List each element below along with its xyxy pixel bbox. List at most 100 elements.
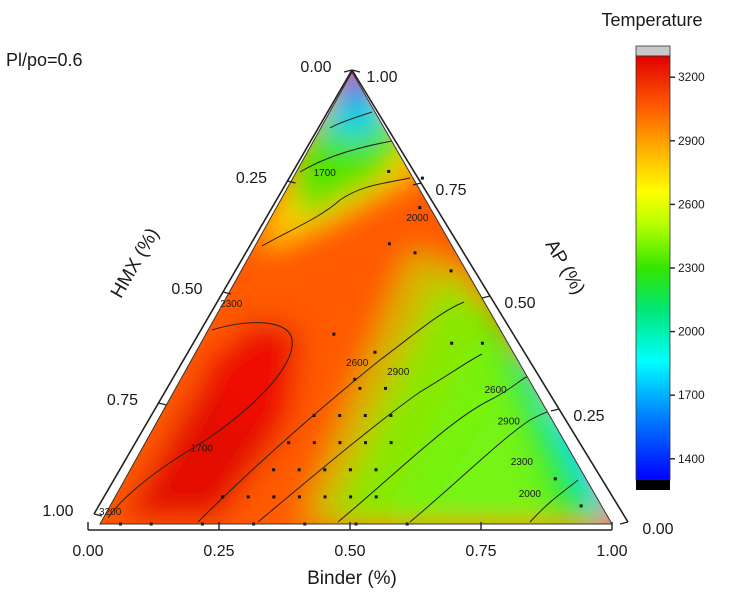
sample-point bbox=[323, 468, 327, 472]
ap-tick-label: 0.00 bbox=[642, 521, 673, 538]
sample-point bbox=[272, 495, 276, 499]
binder-tick-label: 0.25 bbox=[203, 543, 234, 560]
contour-label: 3200 bbox=[99, 507, 122, 518]
contour-label: 2600 bbox=[346, 358, 369, 369]
hmx-tick bbox=[222, 291, 232, 295]
contour-label: 2600 bbox=[485, 385, 508, 396]
sample-point bbox=[387, 242, 391, 246]
sample-point bbox=[364, 441, 368, 445]
contour-line bbox=[257, 353, 483, 523]
temperature-surface bbox=[100, 72, 612, 524]
sample-point bbox=[384, 386, 388, 390]
ap-tick-label: 0.50 bbox=[504, 295, 535, 312]
pressure-ratio-label: Pl/po=0.6 bbox=[6, 50, 83, 70]
contour-line bbox=[529, 479, 579, 523]
hmx-tick bbox=[93, 513, 103, 517]
binder-tick-label: 0.50 bbox=[334, 543, 365, 560]
contour-line bbox=[299, 139, 399, 173]
sample-point bbox=[221, 495, 225, 499]
colorbar-bottom-cap bbox=[636, 480, 670, 490]
colorbar-tick-label: 1400 bbox=[678, 452, 705, 466]
sample-point bbox=[297, 468, 301, 472]
sample-point bbox=[349, 495, 353, 499]
ap-tick bbox=[481, 295, 491, 299]
colorbar: Temperature 3200 2900 2600 2300 2000 1700 1400 bbox=[601, 10, 705, 490]
colorbar-tick-label: 2300 bbox=[678, 261, 705, 275]
sample-point bbox=[450, 341, 454, 345]
sample-point bbox=[374, 495, 378, 499]
sample-point bbox=[449, 269, 453, 273]
hmx-tick bbox=[158, 402, 167, 406]
sample-point bbox=[246, 495, 250, 499]
colorbar-gradient bbox=[635, 55, 671, 481]
colorbar-tick-label: 1700 bbox=[678, 388, 705, 402]
hmx-tick-label: 0.25 bbox=[236, 170, 267, 187]
sample-point bbox=[323, 495, 327, 499]
sample-point bbox=[338, 441, 342, 445]
colorbar-tick-label: 2900 bbox=[678, 134, 705, 148]
axis-label-binder: Binder (%) bbox=[307, 568, 397, 589]
contour-line bbox=[329, 111, 373, 129]
sample-point bbox=[389, 414, 393, 418]
sample-point bbox=[373, 350, 377, 354]
axis-label-hmx: HMX (%) bbox=[107, 225, 164, 302]
contour-line bbox=[107, 322, 293, 519]
sample-point bbox=[389, 441, 393, 445]
hmx-tick bbox=[287, 180, 296, 184]
sample-point bbox=[332, 332, 336, 336]
sample-point bbox=[312, 414, 316, 418]
sample-point bbox=[312, 441, 316, 445]
contour-labels: 1700 2000 2300 2600 2900 2000 2300 2600 2900 1700… bbox=[99, 168, 541, 518]
colorbar-tick-label: 3200 bbox=[678, 70, 705, 84]
colorbar-title: Temperature bbox=[601, 10, 702, 30]
contour-label: 2300 bbox=[511, 457, 534, 468]
ap-tick bbox=[550, 408, 560, 412]
sample-point bbox=[338, 414, 342, 418]
sample-point bbox=[353, 377, 357, 381]
sample-point bbox=[418, 206, 422, 210]
sample-point bbox=[387, 169, 391, 173]
ap-tick-label: 1.00 bbox=[366, 69, 397, 86]
ap-tick bbox=[412, 182, 422, 186]
hmx-tick-label: 1.00 bbox=[42, 503, 73, 520]
contour-label: 1700 bbox=[314, 168, 337, 179]
sample-point bbox=[413, 251, 417, 255]
hmx-tick-label: 0.50 bbox=[171, 281, 202, 298]
ap-tick-label: 0.25 bbox=[573, 408, 604, 425]
ap-tick-label: 0.75 bbox=[435, 182, 466, 199]
axis-label-ap: AP (%) bbox=[541, 236, 589, 298]
hmx-tick-label: 0.00 bbox=[300, 59, 331, 76]
contour-line bbox=[337, 375, 529, 523]
sample-point bbox=[420, 176, 424, 180]
sample-point bbox=[358, 386, 362, 390]
contour-label: 2000 bbox=[406, 213, 429, 224]
sample-point bbox=[297, 495, 301, 499]
sample-point bbox=[348, 468, 352, 472]
contour-label: 2900 bbox=[498, 417, 521, 428]
colorbar-top-cap bbox=[635, 45, 671, 57]
sample-point bbox=[553, 477, 557, 481]
contour-label: 1700 bbox=[191, 444, 214, 455]
sample-point bbox=[272, 468, 276, 472]
hmx-tick bbox=[351, 69, 361, 73]
ap-tick bbox=[619, 521, 629, 525]
hmx-tick-label: 0.75 bbox=[107, 392, 138, 409]
contour-label: 2000 bbox=[519, 489, 542, 500]
binder-tick-label: 1.00 bbox=[596, 543, 627, 560]
contour-line bbox=[261, 177, 411, 247]
sample-point bbox=[363, 414, 367, 418]
binder-tick-label: 0.00 bbox=[72, 543, 103, 560]
sample-point bbox=[287, 441, 291, 445]
sample-point bbox=[480, 341, 484, 345]
sample-point bbox=[579, 504, 583, 508]
contour-label: 2300 bbox=[220, 299, 243, 310]
colorbar-tick-label: 2000 bbox=[678, 325, 705, 339]
colorbar-tick-label: 2600 bbox=[678, 197, 705, 211]
contour-label: 2900 bbox=[387, 367, 410, 378]
ap-tick bbox=[343, 69, 353, 73]
sample-point bbox=[374, 468, 378, 472]
contour-lines bbox=[107, 111, 579, 523]
binder-tick-label: 0.75 bbox=[465, 543, 496, 560]
contour-line bbox=[197, 301, 465, 523]
